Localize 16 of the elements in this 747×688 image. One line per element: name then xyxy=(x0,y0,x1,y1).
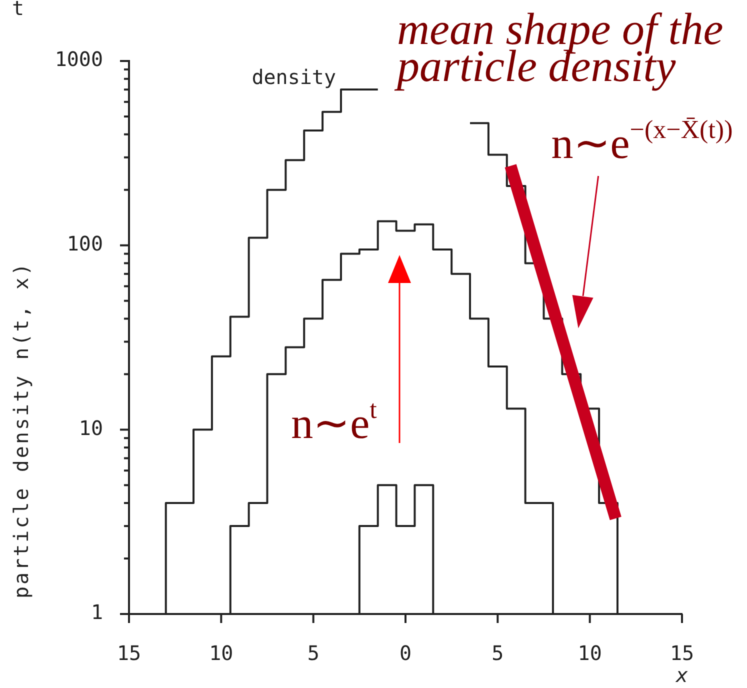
y-tick-label: 10 xyxy=(78,416,103,440)
x-tick-label: 10 xyxy=(209,641,234,666)
x-tick-label: 5 xyxy=(307,641,320,666)
annotation: density xyxy=(252,65,336,89)
x-tick-label: 15 xyxy=(116,641,142,666)
y-axis-title: particle density n(t, x) xyxy=(9,262,33,598)
x-tick-label: 5 xyxy=(492,641,504,666)
x-tick-label: 10 xyxy=(578,641,602,666)
x-axis-title: x xyxy=(674,663,688,687)
text: t xyxy=(12,0,24,20)
y-tick-label: 1 xyxy=(90,600,103,624)
chart-title: mean shape of the particle density xyxy=(394,4,724,91)
x-tick-label: 15 xyxy=(670,641,694,666)
x-tick-label: 0 xyxy=(399,641,412,666)
y-tick-label: 100 xyxy=(66,232,103,256)
y-tick-label: 1000 xyxy=(54,47,103,72)
